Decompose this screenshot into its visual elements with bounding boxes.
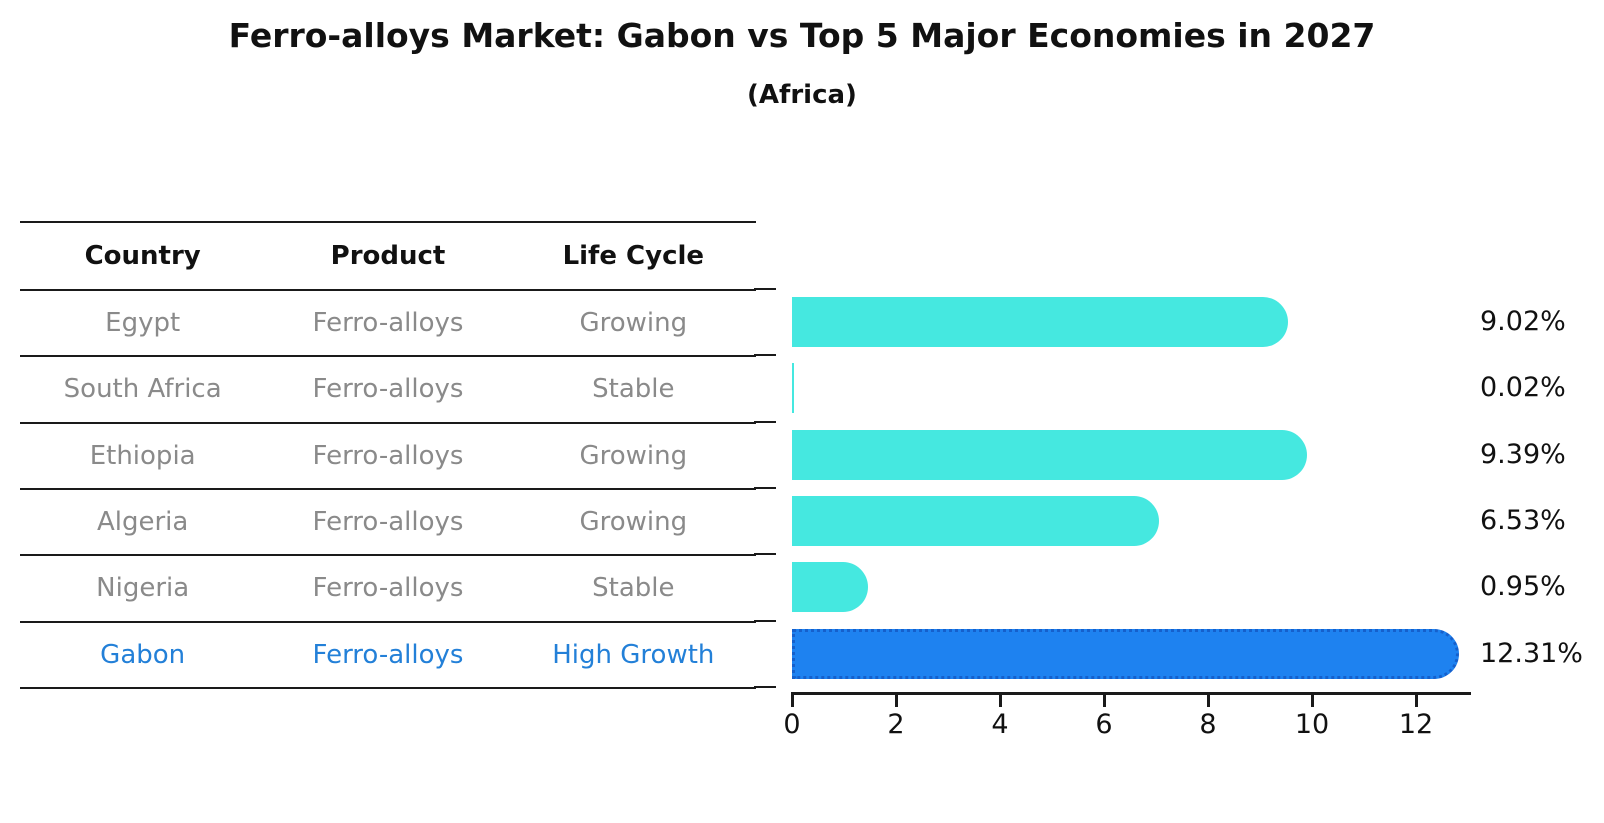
x-axis-tick-label: 2 <box>887 709 905 740</box>
table-cell-life-cycle: High Growth <box>552 639 715 670</box>
table-row: South Africa Ferro-alloys Stable <box>20 357 756 424</box>
y-axis-tick <box>754 420 776 423</box>
x-axis-tick <box>1310 695 1314 707</box>
bar-value-label: 0.95% <box>1480 571 1566 603</box>
y-axis-tick <box>754 619 776 622</box>
x-axis-tick <box>1414 695 1418 707</box>
x-axis-tick <box>894 695 898 707</box>
table-row: Nigeria Ferro-alloys Stable <box>20 556 756 623</box>
x-axis-tick <box>790 695 794 707</box>
x-axis-tick <box>1102 695 1106 707</box>
table-cell-country: Ethiopia <box>89 440 196 471</box>
table-cell-life-cycle: Growing <box>579 440 688 471</box>
table-row: Ethiopia Ferro-alloys Growing <box>20 424 756 490</box>
table-cell-country: South Africa <box>63 374 222 405</box>
bar-nigeria <box>792 562 869 613</box>
x-axis-tick-label: 6 <box>1095 709 1113 740</box>
table-cell-product: Ferro-alloys <box>312 308 464 339</box>
table-cell-life-cycle: Growing <box>579 507 688 538</box>
table-row: Algeria Ferro-alloys Growing <box>20 490 756 557</box>
table-cell-product: Ferro-alloys <box>312 507 464 538</box>
x-axis-tick-label: 4 <box>991 709 1009 740</box>
table-cell-product: Ferro-alloys <box>312 639 464 670</box>
y-axis-tick <box>754 685 776 688</box>
table-header-row: Country Product Life Cycle <box>20 223 756 291</box>
x-axis-tick <box>998 695 1002 707</box>
comparison-table: Country Product Life Cycle Egypt Ferro-a… <box>20 221 756 689</box>
table-header-country: Country <box>84 241 201 271</box>
bar-south-africa <box>792 363 794 414</box>
table-cell-country: Algeria <box>96 507 189 538</box>
table-row: Gabon Ferro-alloys High Growth <box>20 623 756 689</box>
x-axis-tick-label: 12 <box>1398 709 1434 740</box>
table-row: Egypt Ferro-alloys Growing <box>20 291 756 358</box>
table-cell-country: Nigeria <box>96 573 190 604</box>
table-header-life-cycle: Life Cycle <box>562 241 705 271</box>
bar-gabon <box>792 628 1460 679</box>
table-header-product: Product <box>330 241 446 271</box>
table-body: Egypt Ferro-alloys Growing South Africa … <box>20 291 756 689</box>
table-cell-life-cycle: Stable <box>592 374 675 405</box>
y-axis-tick <box>754 288 776 290</box>
x-axis-tick <box>1206 695 1210 707</box>
table-cell-life-cycle: Stable <box>592 573 675 604</box>
bar-value-label: 6.53% <box>1480 505 1566 537</box>
bar-value-label: 0.02% <box>1480 372 1566 404</box>
x-axis-line <box>791 692 1471 695</box>
table-cell-country: Egypt <box>105 308 181 339</box>
chart-subtitle: (Africa) <box>747 80 857 110</box>
x-axis-tick-label: 8 <box>1199 709 1217 740</box>
table-cell-product: Ferro-alloys <box>312 374 464 405</box>
chart-title: Ferro-alloys Market: Gabon vs Top 5 Majo… <box>228 16 1376 55</box>
x-axis-tick-label: 10 <box>1294 709 1330 740</box>
bar-ethiopia <box>792 429 1308 480</box>
table-cell-product: Ferro-alloys <box>312 440 464 471</box>
bar-value-label: 9.02% <box>1480 306 1566 338</box>
bar-algeria <box>792 495 1159 546</box>
y-axis-tick <box>754 486 776 489</box>
bar-value-label: 12.31% <box>1480 637 1583 669</box>
y-axis-tick <box>754 553 776 556</box>
bar-egypt <box>792 297 1289 347</box>
table-cell-life-cycle: Growing <box>579 308 688 339</box>
bar-value-label: 9.39% <box>1480 438 1566 470</box>
table-cell-product: Ferro-alloys <box>312 573 464 604</box>
y-axis-tick <box>754 354 776 357</box>
x-axis-tick-label: 0 <box>783 709 801 740</box>
table-cell-country: Gabon <box>100 639 186 670</box>
